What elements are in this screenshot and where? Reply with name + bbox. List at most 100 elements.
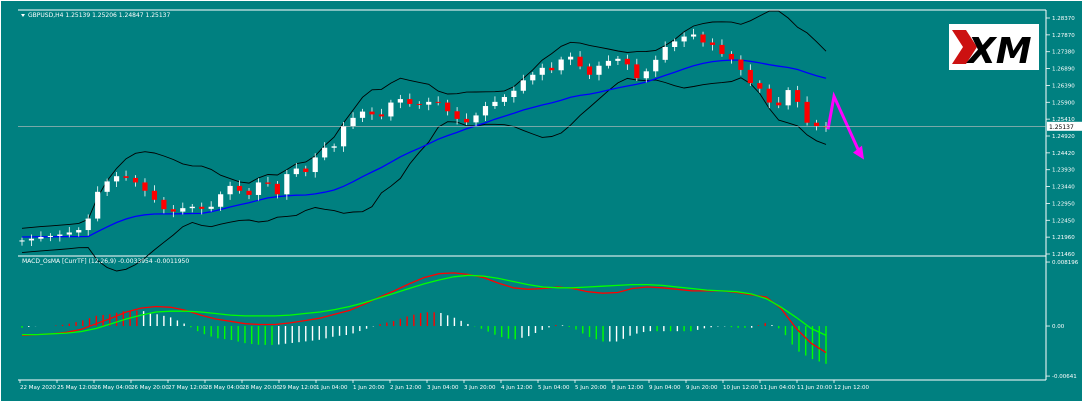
macd-tick-label: -0.00641 [1052, 374, 1077, 380]
time-tick-label: 1 Jun 20:00 [353, 385, 385, 391]
macd-tick-label: 0.00 [1052, 324, 1065, 330]
candle-body [170, 209, 176, 212]
candle-body [189, 206, 195, 209]
macd-lines [21, 272, 827, 354]
candle-body [350, 117, 356, 127]
candle-body [322, 147, 328, 158]
candle [47, 233, 53, 242]
candle [568, 52, 574, 66]
candle [586, 63, 593, 79]
candle [445, 99, 451, 116]
candle-body [539, 67, 545, 75]
xm-logo-mark-icon [952, 30, 977, 64]
candle-body [85, 218, 91, 231]
price-tick-label: 1.24420 [1052, 151, 1075, 157]
candle-body [246, 190, 252, 195]
candle-body [653, 59, 659, 72]
candle-body [369, 111, 375, 115]
candle-body [577, 56, 583, 67]
time-tick-label: 5 Jun 04:00 [538, 385, 570, 391]
ma-line [21, 59, 827, 238]
candle [473, 112, 479, 127]
candle [397, 94, 403, 109]
candle [539, 63, 545, 81]
time-tick-label: 3 Jun 20:00 [464, 385, 496, 391]
time-tick-label: 2 Jun 12:00 [390, 385, 422, 391]
candle-body [397, 99, 403, 103]
time-tick-label: 5 Jun 20:00 [575, 385, 607, 391]
price-tick-label: 1.21960 [1052, 235, 1075, 241]
candle [312, 153, 318, 178]
candle [189, 203, 195, 213]
candle [85, 214, 91, 236]
price-tick-label: 1.21460 [1052, 252, 1075, 258]
candle-body [426, 101, 432, 105]
candle [624, 54, 630, 70]
candle [378, 108, 385, 120]
candle [662, 41, 668, 63]
candle-body [47, 235, 53, 237]
candle-body [530, 74, 536, 81]
candle-body [482, 106, 489, 116]
candle-body [151, 190, 158, 200]
candle [113, 172, 120, 187]
time-tick-label: 22 May 2020 [20, 385, 56, 391]
candle-body [293, 168, 299, 175]
candle-body [804, 101, 810, 123]
candle-body [312, 157, 318, 173]
candle [804, 96, 810, 126]
time-tick-label: 12 Jun 12:00 [834, 385, 869, 391]
candle [170, 205, 176, 218]
candle-body [596, 65, 602, 75]
candle-body [501, 97, 507, 102]
forecast-arrow-line [826, 91, 862, 155]
candle-body [624, 58, 630, 65]
candle [463, 113, 470, 126]
time-tick-label: 25 May 12:00 [57, 385, 95, 391]
candle-body [728, 53, 735, 60]
time-tick-label: 26 May 04:00 [94, 385, 132, 391]
candle [199, 202, 205, 215]
candle [161, 197, 167, 214]
signal-line [22, 274, 827, 336]
time-tick-label: 9 Jun 20:00 [686, 385, 718, 391]
candle [709, 38, 716, 51]
time-tick-label: 9 Jun 04:00 [649, 385, 681, 391]
candle-body [303, 168, 309, 173]
collapse-triangle-icon[interactable] [21, 14, 25, 17]
candle-body [199, 206, 205, 209]
candle-body [795, 90, 801, 102]
current-price-label: 1.25137 [1049, 124, 1074, 131]
candle-body [511, 90, 517, 98]
time-axis-labels: 22 May 2020 25 May 12:00 26 May 04:00 26 Ma… [19, 380, 869, 391]
candle-body [19, 240, 25, 242]
candle-body [28, 238, 35, 241]
candle-body [95, 191, 101, 219]
candle [293, 163, 299, 177]
candle [577, 51, 583, 70]
bollinger-lower [21, 77, 827, 272]
candle-body [38, 236, 44, 239]
price-tick-label: 1.23440 [1052, 185, 1075, 191]
candle [132, 175, 139, 187]
candle [236, 180, 243, 194]
time-tick-label: 28 May 04:00 [205, 385, 243, 391]
candle [416, 101, 422, 109]
time-tick-label: 1 Jun 04:00 [316, 385, 348, 391]
candle [369, 107, 375, 120]
candle [653, 55, 659, 77]
candle-body [274, 183, 280, 195]
price-tick-label: 1.27870 [1052, 33, 1075, 39]
candle [322, 142, 328, 161]
candle-body [142, 182, 148, 191]
candle-body [218, 194, 224, 207]
macd-line [21, 272, 827, 354]
price-tick-label: 1.28370 [1052, 16, 1075, 22]
candle [38, 231, 44, 242]
candle-body [123, 176, 129, 178]
price-tick-label: 1.23930 [1052, 168, 1075, 174]
candle [596, 61, 602, 81]
candle [246, 188, 252, 200]
